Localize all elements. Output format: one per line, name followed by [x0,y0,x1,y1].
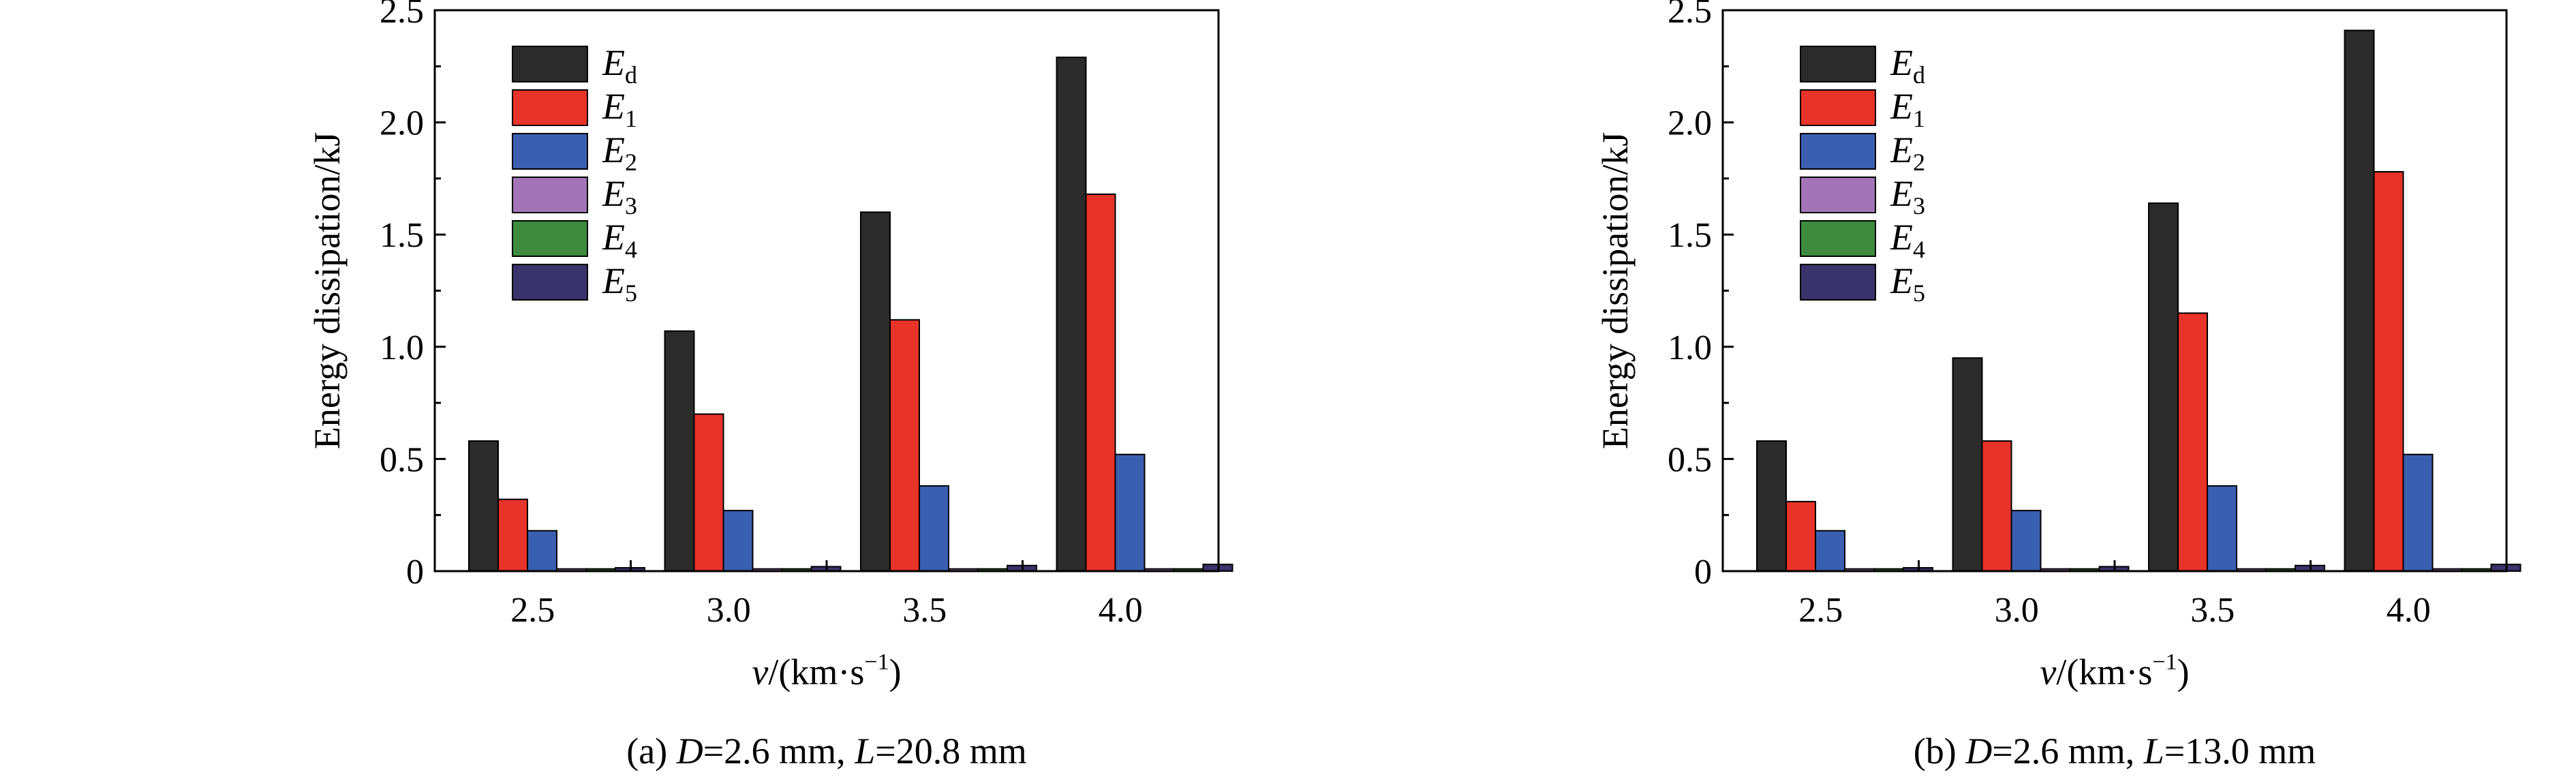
y-tick-label: 0 [1694,553,1712,592]
bars [468,57,1233,572]
legend-label-e2: E2 [1890,129,1925,176]
bar-ed-2-5 [468,440,499,572]
legend-label-e5: E5 [602,260,637,307]
legend-swatch-e4 [512,220,588,257]
x-axis-title: v/(km·s−1) [752,650,901,692]
x-axis-unit: /(km·s [2056,652,2152,692]
legend-label-e2: E2 [602,129,637,176]
y-tick-label: 1.5 [380,216,424,255]
x-axis-title: v/(km·s−1) [2040,650,2189,692]
bar-ed-4-0 [1056,57,1087,572]
x-axis: 2.5 3.0 3.5 4.0 [1798,560,2431,630]
legend-label-ed: Ed [1890,42,1925,89]
bar-ed-4-0 [2344,29,2375,572]
legend-swatch-e2 [512,133,588,170]
legend-swatch-e3 [512,177,588,213]
legend-swatch-e5 [512,264,588,301]
bar-e2-3-0 [2010,510,2042,572]
x-axis: 2.5 3.0 3.5 4.0 [510,560,1143,630]
bar-ed-3-5 [2148,202,2179,572]
bar-e2-2-5 [1815,530,1845,572]
chart-svg-a: 0 0.5 1.0 1.5 2.0 2.5 2.5 3.0 3.5 4.0 Energy dissi… [307,0,1233,772]
bar-e1-4-0 [1085,193,1116,572]
chart-svg-b: 0 0.5 1.0 1.5 2.0 2.5 2.5 3.0 3.5 4.0 Energy dissi… [1595,0,2521,772]
y-tick-label: 2.0 [380,104,424,143]
y-tick-label: 0.5 [1668,440,1712,479]
legend-swatch-ed [1800,46,1876,82]
x-tick-label: 3.5 [2190,591,2235,630]
y-tick-label: 1.0 [1668,329,1712,367]
x-axis-close: ) [2177,652,2190,692]
bar-e1-2-5 [497,498,528,572]
y-tick-label: 2.5 [1668,0,1712,31]
bar-e2-3-5 [2207,485,2237,572]
x-axis-sup: −1 [2152,650,2177,675]
bar-e2-3-0 [722,510,754,572]
x-tick-label: 3.5 [902,591,947,630]
bar-e1-3-5 [2177,312,2208,572]
legend-swatch-ed [512,46,588,82]
legend-label-e3: E3 [1890,173,1925,219]
x-tick-label: 3.0 [707,591,751,630]
legend-swatch-e4 [1800,220,1876,257]
bar-e2-2-5 [527,530,557,572]
y-tick-label: 2.5 [380,0,424,31]
legend-label-e1: E1 [602,86,637,132]
y-tick-label: 1.5 [1668,216,1712,255]
bar-ed-3-0 [1952,357,1983,572]
x-tick-label: 4.0 [2387,591,2431,630]
x-tick-label: 2.5 [1798,591,1843,630]
x-axis-symbol: v [2040,652,2056,692]
x-tick-label: 2.5 [510,591,555,630]
y-tick-label: 2.0 [1668,104,1712,143]
y-axis: 0 0.5 1.0 1.5 2.0 2.5 [380,0,446,592]
bar-e2-4-0 [2402,453,2434,572]
panel-caption: (a) D=2.6 mm, L=20.8 mm [626,731,1026,772]
chart-panel-a: 0 0.5 1.0 1.5 2.0 2.5 2.5 3.0 3.5 4.0 Energy dissi… [307,0,1233,772]
legend-label-ed: Ed [602,42,637,89]
chart-panel-b: 0 0.5 1.0 1.5 2.0 2.5 2.5 3.0 3.5 4.0 Energy dissi… [1288,0,2576,779]
legend-swatch-e2 [1800,133,1876,170]
y-tick-label: 0 [406,553,424,592]
bar-e1-3-0 [693,413,724,572]
y-tick-label: 0.5 [380,440,424,479]
legend-label-e4: E4 [1890,217,1925,263]
bars [1756,29,2521,572]
y-axis-title: Energy dissipation/kJ [307,132,348,450]
bar-e1-2-5 [1785,500,1816,572]
bar-e1-4-0 [2373,171,2404,572]
x-axis-unit: /(km·s [768,652,864,692]
bar-ed-3-5 [860,211,891,572]
legend-label-e1: E1 [1890,86,1925,132]
legend-label-e4: E4 [602,217,637,263]
legend-swatch-e1 [512,89,588,126]
legend-swatch-e3 [1800,177,1876,213]
legend-swatch-e5 [1800,264,1876,301]
bar-e2-4-0 [1114,453,1146,572]
y-axis: 0 0.5 1.0 1.5 2.0 2.5 [1668,0,1734,592]
x-axis-symbol: v [752,652,768,692]
bar-ed-2-5 [1756,440,1787,572]
bar-e1-3-0 [1981,440,2012,572]
legend-label-e5: E5 [1890,260,1925,307]
legend-swatch-e1 [1800,89,1876,126]
y-axis-title: Energy dissipation/kJ [1595,132,1636,450]
x-tick-label: 4.0 [1099,591,1143,630]
legend-label-e3: E3 [602,173,637,219]
x-tick-label: 3.0 [1995,591,2039,630]
bar-e2-3-5 [919,485,949,572]
x-axis-close: ) [889,652,902,692]
bar-ed-3-0 [664,330,695,572]
x-axis-sup: −1 [864,650,889,675]
panel-caption: (b) D=2.6 mm, L=13.0 mm [1914,731,2316,772]
bar-e1-3-5 [889,319,920,572]
y-tick-label: 1.0 [380,329,424,367]
